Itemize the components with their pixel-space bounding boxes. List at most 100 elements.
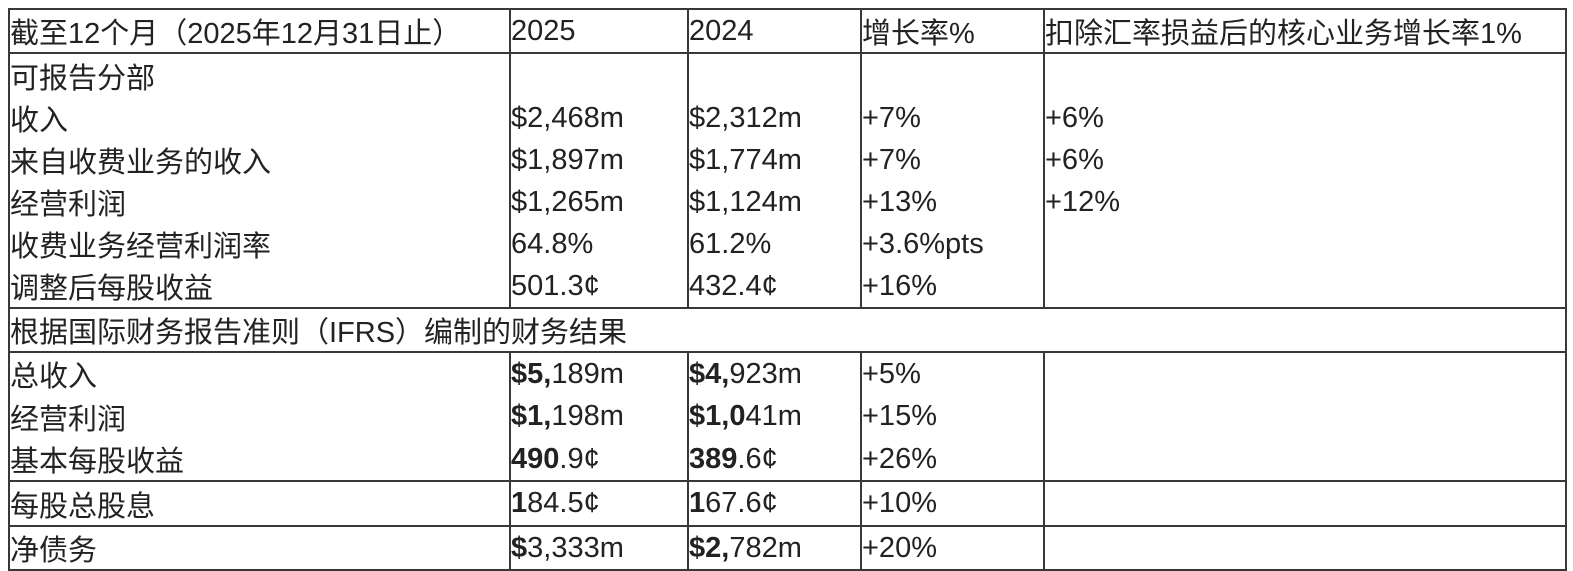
value-part-rest: $1,897m <box>511 143 624 176</box>
cell-growth: +10% <box>860 480 1044 526</box>
column-header-growth: 增长率% <box>860 9 1044 54</box>
value-part-rest: 189m <box>551 357 624 390</box>
table-row-dividend-per-share: 每股总股息 184.5¢ 167.6¢ +10% <box>9 480 1566 526</box>
cell-growth: +3.6%pts <box>860 223 1044 265</box>
row-label: 基本每股收益 <box>10 446 185 478</box>
value-part-rest: 923m <box>729 357 802 390</box>
cell-2025: $1,198m <box>509 395 688 438</box>
value-part-bold: $2, <box>689 531 730 564</box>
cell-2025: 490.9¢ <box>509 438 688 481</box>
table-row-net-debt: 净债务 $3,333m $2,782m +20% <box>9 525 1566 570</box>
cell-growth: +13% <box>860 181 1044 223</box>
table-row-fee-operating-margin: 收费业务经营利润率 64.8% 61.2% +3.6%pts <box>9 223 1566 265</box>
cell-growth: +7% <box>860 97 1044 139</box>
value-part-rest: 432.4¢ <box>689 269 778 302</box>
value-part-rest: 501.3¢ <box>511 269 600 302</box>
row-label: 收费业务经营利润率 <box>10 231 272 263</box>
cell-core-growth: +6% <box>1043 97 1566 139</box>
cell-2025: $1,265m <box>509 181 688 223</box>
cell-2024: $4,923m <box>687 352 861 395</box>
value-part-bold: $ <box>511 531 528 564</box>
cell-2025: $5,189m <box>509 352 688 395</box>
column-header-2025: 2025 <box>509 9 688 54</box>
table-row-ifrs-operating-profit: 经营利润 $1,198m $1,041m +15% <box>9 395 1566 438</box>
value-part-bold: 490 <box>511 442 560 475</box>
cell-growth: +7% <box>860 139 1044 181</box>
row-label: 调整后每股收益 <box>10 273 214 305</box>
value-part-rest: $2,468m <box>511 101 624 134</box>
table-row-total-revenue: 总收入 $5,189m $4,923m +5% <box>9 352 1566 395</box>
value-part-rest: 64.8% <box>511 227 594 260</box>
cell-2024: 432.4¢ <box>687 265 861 308</box>
cell-2024: $1,041m <box>687 395 861 438</box>
value-part-rest: 198m <box>551 400 624 432</box>
row-label: 来自收费业务的收入 <box>10 147 272 179</box>
value-part-bold: 389 <box>689 442 738 475</box>
cell-growth: +15% <box>860 395 1044 438</box>
column-header-2024: 2024 <box>687 9 861 54</box>
row-label: 净债务 <box>9 525 510 570</box>
value-part-rest: 3,333m <box>527 531 624 564</box>
cell-empty <box>1043 53 1566 97</box>
cell-2024: 61.2% <box>687 223 861 265</box>
cell-growth: +26% <box>860 438 1044 481</box>
cell-2024: $1,774m <box>687 139 861 181</box>
row-label: 经营利润 <box>10 403 127 436</box>
cell-2025: $3,333m <box>509 525 688 570</box>
cell-2025: 64.8% <box>509 223 688 265</box>
cell-core-growth <box>1043 223 1566 265</box>
row-label: 每股总股息 <box>9 480 510 526</box>
cell-2024: $2,782m <box>687 525 861 570</box>
value-part-bold: 1 <box>511 487 528 519</box>
column-header-core-growth: 扣除汇率损益后的核心业务增长率1% <box>1043 9 1566 54</box>
cell-2024: $1,124m <box>687 181 861 223</box>
cell-core-growth: +12% <box>1043 181 1566 223</box>
cell-2024: 167.6¢ <box>687 480 861 526</box>
value-part-rest: 84.5¢ <box>527 487 600 519</box>
row-label: 总收入 <box>10 361 98 393</box>
value-part-rest: $1,774m <box>689 143 802 176</box>
value-part-bold: $4, <box>689 357 730 390</box>
row-label: 收入 <box>10 105 69 137</box>
value-part-rest: .6¢ <box>737 442 778 475</box>
cell-empty <box>509 53 688 97</box>
value-part-rest: $1,265m <box>511 185 624 218</box>
row-label: 经营利润 <box>10 189 127 221</box>
table-row-revenue: 收入 $2,468m $2,312m +7% +6% <box>9 97 1566 139</box>
value-part-rest: .9¢ <box>559 442 600 475</box>
value-part-bold: $1,0 <box>689 400 746 432</box>
value-part-rest: 41m <box>745 400 802 432</box>
cell-growth: +5% <box>860 352 1044 395</box>
section-header-reportable-segments: 可报告分部 <box>10 62 156 95</box>
cell-2025: $1,897m <box>509 139 688 181</box>
cell-2025: 184.5¢ <box>509 480 688 526</box>
table-row-fee-revenue: 来自收费业务的收入 $1,897m $1,774m +7% +6% <box>9 139 1566 181</box>
cell-empty <box>860 53 1044 97</box>
value-part-rest: 61.2% <box>689 227 772 260</box>
value-part-bold: $5, <box>511 357 552 390</box>
value-part-rest: 782m <box>729 531 802 564</box>
cell-core-growth <box>1043 395 1566 438</box>
value-part-rest: $2,312m <box>689 101 802 134</box>
cell-growth: +20% <box>860 525 1044 570</box>
financial-results-table: 截至12个月（2025年12月31日止） 2025 2024 增长率% 扣除汇率… <box>8 8 1567 571</box>
cell-2025: $2,468m <box>509 97 688 139</box>
table-row-operating-profit: 经营利润 $1,265m $1,124m +13% +12% <box>9 181 1566 223</box>
period-header: 截至12个月（2025年12月31日止） <box>9 9 510 54</box>
cell-core-growth <box>1043 438 1566 481</box>
cell-core-growth <box>1043 525 1566 570</box>
cell-2024: 389.6¢ <box>687 438 861 481</box>
table-row-basic-eps: 基本每股收益 490.9¢ 389.6¢ +26% <box>9 438 1566 481</box>
cell-core-growth: +6% <box>1043 139 1566 181</box>
cell-core-growth <box>1043 265 1566 308</box>
value-part-rest: $1,124m <box>689 185 802 218</box>
cell-core-growth <box>1043 352 1566 395</box>
section-header-ifrs: 根据国际财务报告准则（IFRS）编制的财务结果 <box>9 307 1566 353</box>
cell-empty <box>687 53 861 97</box>
cell-2025: 501.3¢ <box>509 265 688 308</box>
cell-growth: +16% <box>860 265 1044 308</box>
cell-core-growth <box>1043 480 1566 526</box>
cell-2024: $2,312m <box>687 97 861 139</box>
table-row-adjusted-eps: 调整后每股收益 501.3¢ 432.4¢ +16% <box>9 265 1566 308</box>
value-part-bold: 1 <box>689 487 706 519</box>
